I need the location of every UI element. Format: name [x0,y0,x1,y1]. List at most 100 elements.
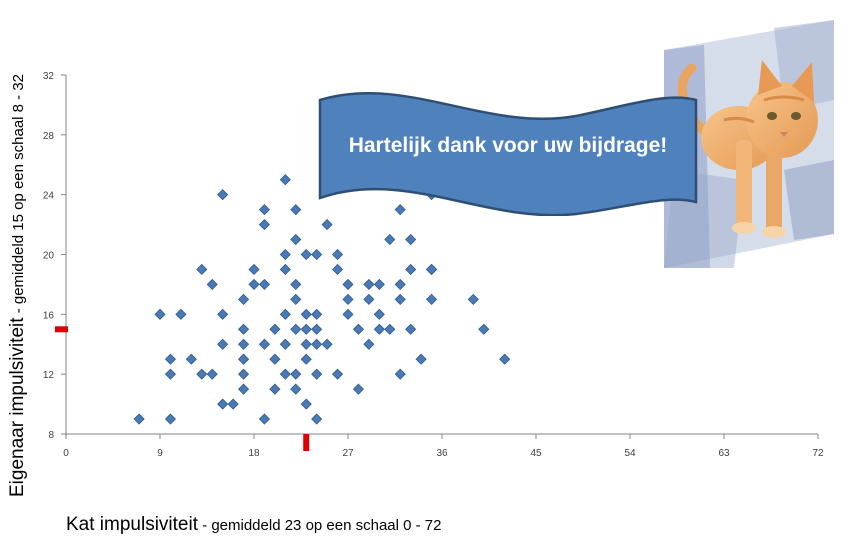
data-point [363,293,375,305]
data-point [185,353,197,365]
data-point [279,338,291,350]
data-point [352,323,365,335]
data-point [300,398,312,410]
data-point [269,383,281,395]
y-axis-title-main: Eigenaar impulsiviteit [7,317,28,497]
x-tick-label: 63 [718,448,730,459]
data-point [164,353,177,365]
data-point [175,308,187,320]
data-point [373,323,385,335]
data-point [258,413,271,425]
data-point [467,293,479,305]
reference-marks [55,326,310,451]
x-tick-label: 36 [436,448,448,459]
data-point [373,278,385,290]
data-point [196,263,208,276]
data-point [258,338,271,350]
data-point [258,278,271,290]
data-point [394,278,406,290]
data-point [300,338,312,350]
data-point [300,323,312,335]
y-tick-label: 8 [48,430,54,441]
data-point [133,413,145,425]
data-point [321,338,333,350]
cat-photo [664,20,834,268]
data-point [425,293,438,305]
x-axis-title: Kat impulsiviteit - gemiddeld 23 op een … [66,514,442,535]
data-point [206,278,218,290]
data-point [164,413,177,425]
data-point [279,308,291,320]
data-point [384,323,396,335]
data-point [237,293,250,305]
y-tick-label: 20 [43,251,55,262]
data-point [311,308,323,320]
data-point [227,398,239,410]
y-tick-label: 16 [43,310,55,321]
data-point [206,368,218,380]
data-point [154,308,166,320]
data-point [300,308,312,320]
data-point [363,338,375,350]
data-point [258,204,271,216]
data-point [394,204,406,216]
data-point [311,413,323,425]
data-point [394,293,406,305]
x-axis-title-sub: - gemiddeld 23 op een schaal 0 - 72 [198,517,442,534]
y-tick-label: 28 [43,131,55,142]
data-point [237,383,250,395]
data-point [352,383,365,395]
data-point [217,189,229,201]
data-point [290,383,302,395]
data-point [217,398,229,410]
data-point [290,233,302,246]
banner-text: Hartelijk dank voor uw bijdrage! [348,134,668,157]
data-point [342,308,354,320]
data-point [331,368,344,380]
data-point [290,204,302,216]
data-point [311,368,323,380]
data-point [405,323,417,335]
data-point [499,353,511,365]
thank-you-banner [318,91,698,216]
y-tick-label: 24 [43,191,55,202]
x-axis-title-main: Kat impulsiviteit [66,514,199,535]
x-tick-label: 54 [624,448,636,459]
data-point [237,338,250,350]
tick-group: 0 9 18 27 36 45 54 63 72 8 12 16 20 24 28 32 [43,71,824,459]
data-point [300,248,312,261]
data-point [248,263,260,276]
data-point [331,248,344,261]
data-point [258,219,271,231]
data-point [405,233,417,246]
data-point [279,174,291,186]
data-point [290,368,302,380]
data-point [217,308,229,320]
data-point [394,368,406,380]
data-point [300,353,312,365]
data-point [290,323,302,335]
data-point [237,323,250,335]
data-point [311,338,323,350]
x-tick-label: 18 [248,448,260,459]
data-point [269,353,281,365]
data-point [342,278,354,290]
x-tick-label: 72 [812,448,824,459]
data-point [384,233,396,246]
data-point [237,368,250,380]
data-point [478,323,490,335]
data-point [290,278,302,290]
data-point [425,263,438,276]
y-axis-title-sub: - gemiddeld 15 op een schaal 8 - 32 [10,74,27,318]
data-point [269,323,281,335]
data-point [279,368,291,380]
data-point [373,308,385,320]
data-point [311,248,323,261]
data-point [342,293,354,305]
data-point [217,338,229,350]
y-mean-marker [55,326,68,333]
y-axis-title: Eigenaar impulsiviteit - gemiddeld 15 op… [7,74,28,497]
data-point [405,263,417,276]
